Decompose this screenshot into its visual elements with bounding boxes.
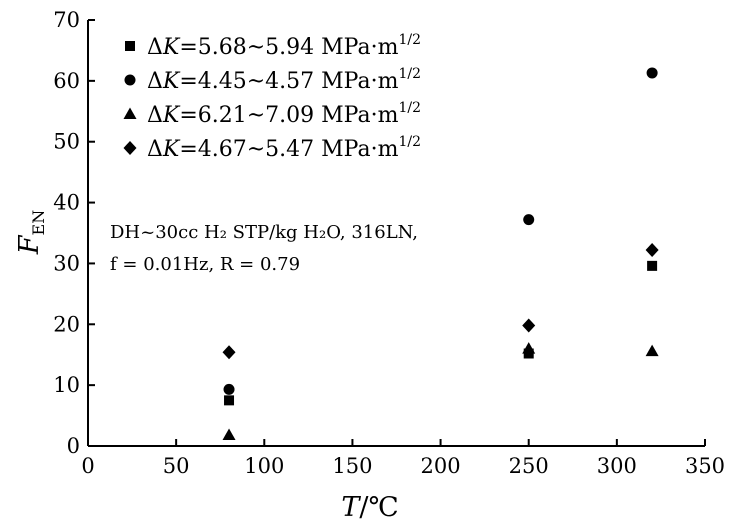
data-points xyxy=(222,67,659,441)
axes xyxy=(87,20,705,447)
data-point-triangle xyxy=(645,344,659,357)
data-point-diamond xyxy=(645,243,659,258)
data-point-triangle xyxy=(522,342,536,354)
data-point-triangle xyxy=(222,428,236,441)
x-tick-label: 300 xyxy=(597,454,637,478)
y-tick-label: 10 xyxy=(53,373,80,397)
x-tick-label: 250 xyxy=(509,454,549,478)
y-tick-label: 20 xyxy=(53,312,80,336)
data-point-circle xyxy=(523,214,535,226)
y-tick-label: 50 xyxy=(53,130,80,154)
y-tick-label: 70 xyxy=(53,8,80,32)
legend-marker-triangle xyxy=(123,107,137,119)
data-point-diamond xyxy=(222,345,236,360)
y-axis-title: FEN xyxy=(14,210,48,255)
annotation: DH~30cc H₂ STP/kg H₂O, 316LN, f = 0.01Hz… xyxy=(110,222,418,275)
data-point-square xyxy=(224,395,235,406)
legend-label: ΔK=6.21~7.09 MPa·m1/2 xyxy=(147,100,421,128)
legend: ΔK=5.68~5.94 MPa·m1/2 ΔK=4.45~4.57 MPa·m1… xyxy=(123,32,421,162)
x-tick-label: 350 xyxy=(685,454,725,478)
x-axis-title: T/℃ xyxy=(341,492,398,523)
annotation-line-1: DH~30cc H₂ STP/kg H₂O, 316LN, xyxy=(110,222,418,243)
data-point-square xyxy=(647,260,658,271)
data-point-circle xyxy=(646,67,658,79)
annotation-line-2: f = 0.01Hz, R = 0.79 xyxy=(110,254,300,275)
legend-label: ΔK=5.68~5.94 MPa·m1/2 xyxy=(147,32,421,60)
x-tick-label: 50 xyxy=(163,454,190,478)
y-tick-label: 40 xyxy=(53,191,80,215)
legend-marker-circle xyxy=(124,74,136,86)
ticks: 0 50 100 150 200 250 300 350 0 10 20 30 40 50 60 70 xyxy=(53,8,725,478)
legend-marker-square xyxy=(125,41,135,51)
legend-label: ΔK=4.45~4.57 MPa·m1/2 xyxy=(147,66,421,94)
y-tick-label: 60 xyxy=(53,69,80,93)
x-tick-label: 150 xyxy=(332,454,372,478)
y-tick-label: 30 xyxy=(53,251,80,275)
data-point-diamond xyxy=(522,318,536,333)
x-tick-label: 100 xyxy=(244,454,284,478)
x-tick-label: 200 xyxy=(421,454,461,478)
data-point-circle xyxy=(223,383,235,395)
legend-marker-diamond xyxy=(123,141,137,155)
legend-label: ΔK=4.67~5.47 MPa·m1/2 xyxy=(147,134,421,162)
x-tick-label: 0 xyxy=(81,454,94,478)
y-tick-label: 0 xyxy=(67,434,80,458)
